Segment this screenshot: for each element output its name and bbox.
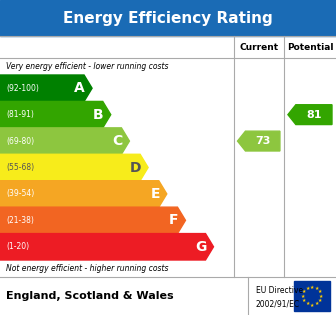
Text: 81: 81 [306,110,322,120]
Text: ★: ★ [310,284,314,289]
Text: ★: ★ [314,301,319,306]
Text: B: B [93,108,104,122]
Text: 2002/91/EC: 2002/91/EC [256,299,300,308]
Bar [294,281,330,311]
Text: (55-68): (55-68) [6,163,34,172]
Text: E: E [150,187,160,201]
Text: ★: ★ [302,289,306,294]
Polygon shape [0,207,185,233]
Text: (92-100): (92-100) [6,84,39,93]
Text: (81-91): (81-91) [6,110,34,119]
Polygon shape [288,105,332,124]
Polygon shape [238,131,280,151]
Polygon shape [0,154,148,181]
Text: Potential: Potential [287,43,333,51]
Text: ★: ★ [310,302,314,307]
Text: Not energy efficient - higher running costs: Not energy efficient - higher running co… [6,264,168,273]
Text: A: A [74,81,85,95]
Text: Energy Efficiency Rating: Energy Efficiency Rating [63,10,273,26]
Text: (21-38): (21-38) [6,216,34,225]
Text: 73: 73 [255,136,270,146]
Text: EU Directive: EU Directive [256,286,303,295]
Polygon shape [0,233,213,260]
Polygon shape [0,101,111,128]
Text: D: D [130,161,141,175]
Text: ★: ★ [318,289,322,294]
Text: G: G [195,240,207,254]
Text: (39-54): (39-54) [6,189,34,198]
Text: Very energy efficient - lower running costs: Very energy efficient - lower running co… [6,62,168,71]
Polygon shape [0,181,167,207]
Text: ★: ★ [301,294,305,299]
Text: ★: ★ [302,298,306,303]
Polygon shape [0,128,129,154]
Text: F: F [169,213,178,227]
Text: ★: ★ [319,294,323,299]
Text: ★: ★ [305,286,310,291]
Text: (1-20): (1-20) [6,242,29,251]
Bar [0,0,336,36]
Text: England, Scotland & Wales: England, Scotland & Wales [6,291,174,301]
Text: ★: ★ [318,298,322,303]
Polygon shape [0,75,92,101]
Text: C: C [112,134,122,148]
Text: ★: ★ [305,301,310,306]
Text: Current: Current [239,43,278,51]
Text: (69-80): (69-80) [6,137,34,146]
Text: ★: ★ [314,286,319,291]
